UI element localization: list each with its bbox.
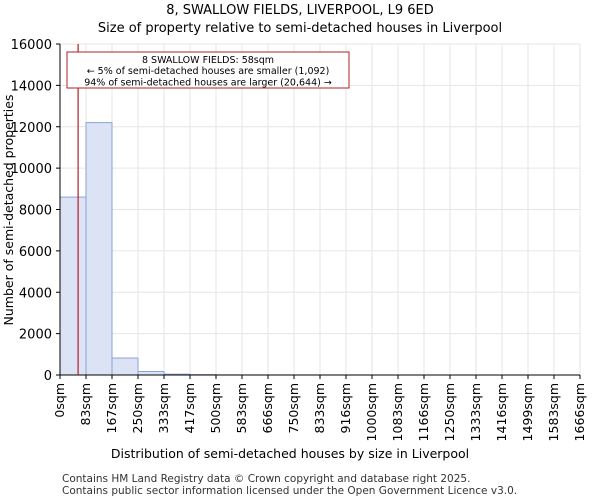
histogram-bar: [59, 196, 87, 376]
histogram-chart: 0 2000 4000 6000 8000 10000 12000 14000 16000 0sq…: [1, 38, 587, 461]
y-axis-title: Number of semi-detached properties: [1, 95, 16, 326]
x-tick-label: 333sqm: [156, 383, 171, 433]
x-tick-label: 167sqm: [104, 383, 119, 433]
x-tick-label: 83sqm: [78, 383, 93, 426]
histogram-bar: [137, 370, 165, 376]
y-tick-label: 4000: [19, 286, 52, 301]
x-tick-label: 833sqm: [312, 383, 327, 433]
y-tick-label: 6000: [19, 245, 52, 260]
x-tick-label: 500sqm: [208, 383, 223, 433]
x-tick-label: 750sqm: [286, 383, 301, 433]
annotation-line-2: ← 5% of semi-detached houses are smaller…: [87, 66, 330, 77]
histogram-bar: [85, 122, 113, 376]
annotation-line-3: 94% of semi-detached houses are larger (…: [84, 77, 332, 88]
x-tick-label: 1166sqm: [416, 383, 431, 441]
y-tick-label: 12000: [11, 121, 52, 136]
x-tick-label: 916sqm: [338, 383, 353, 433]
y-tick-label: 14000: [11, 79, 52, 94]
annotation-line-1: 8 SWALLOW FIELDS: 58sqm: [142, 55, 274, 66]
y-tick-label: 8000: [19, 204, 52, 219]
x-tick-label: 1416sqm: [494, 383, 509, 441]
x-tick-label: 1583sqm: [546, 383, 561, 441]
chart-title: 8, SWALLOW FIELDS, LIVERPOOL, L9 6ED: [166, 3, 434, 18]
x-tick-label: 1083sqm: [390, 383, 405, 441]
footer-line-1: Contains HM Land Registry data © Crown c…: [62, 473, 471, 485]
x-axis-title: Distribution of semi-detached houses by …: [111, 446, 469, 461]
x-tick-label: 1499sqm: [520, 383, 535, 441]
chart-subtitle: Size of property relative to semi-detach…: [97, 21, 503, 36]
x-tick-label: 583sqm: [234, 383, 249, 433]
y-tick-label: 0: [44, 369, 52, 384]
x-tick-label: 1333sqm: [468, 383, 483, 441]
y-tick-label: 16000: [11, 38, 52, 53]
x-tick-label: 1000sqm: [364, 383, 379, 441]
footer-line-2: Contains public sector information licen…: [62, 485, 518, 497]
x-tick-label: 417sqm: [182, 383, 197, 433]
annotation-box: [66, 51, 350, 89]
x-tick-label: 250sqm: [130, 383, 145, 433]
x-tick-label: 666sqm: [260, 383, 275, 433]
x-tick-label: 0sqm: [52, 383, 67, 418]
y-tick-label: 2000: [19, 328, 52, 343]
histogram-bar: [111, 357, 139, 376]
y-tick-label: 10000: [11, 162, 52, 177]
x-tick-label: 1250sqm: [442, 383, 457, 441]
x-tick-label: 1666sqm: [572, 383, 587, 441]
